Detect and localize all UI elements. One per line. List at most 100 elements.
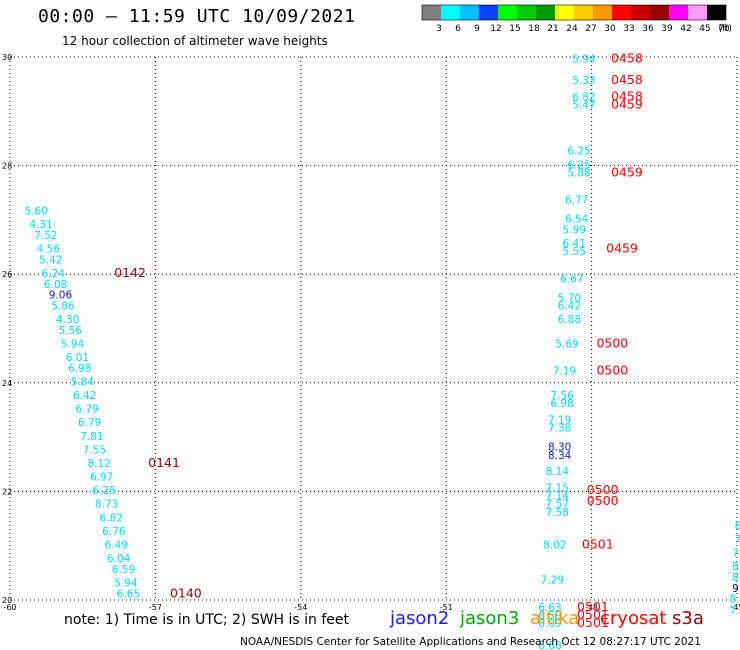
x-tick-label: -60 — [3, 603, 16, 612]
swh-value: 5.33 — [572, 75, 595, 87]
swh-value: 7.56 — [550, 390, 574, 402]
swh-value: 5.88 — [567, 167, 590, 179]
legend-tick-label: 39 — [661, 24, 673, 34]
legend-tick-label: 30 — [604, 24, 616, 34]
swh-value: 4.30 — [56, 314, 79, 326]
swh-value: 7.57 — [546, 499, 569, 511]
swh-value: 6 — [735, 520, 740, 532]
legend-swatch — [422, 5, 441, 20]
legend-altika: altika — [530, 608, 580, 629]
swh-value: 6.79 — [75, 404, 98, 416]
swh-value: 7.55 — [83, 444, 106, 456]
swh-value: 6.98 — [550, 398, 573, 410]
x-tick-label: -51 — [440, 603, 453, 612]
swh-value: 6.67 — [560, 273, 583, 285]
swh-value: 5.94 — [114, 577, 138, 589]
legend-tick-label: 15 — [509, 24, 520, 34]
swh-value: 7.81 — [80, 431, 103, 443]
swh-value: 6.97 — [90, 472, 113, 484]
legend-tick-label: 12 — [490, 24, 501, 34]
y-tick-label: 26 — [2, 270, 12, 279]
swh-value: 6.25 — [92, 485, 115, 497]
swh-value: 7 — [735, 534, 740, 546]
legend-swatch — [631, 5, 650, 20]
time-label: 0140 — [170, 585, 202, 600]
legend-swatch — [650, 5, 669, 20]
swh-value: 6.77 — [565, 195, 588, 207]
swh-value: 5.99 — [563, 224, 586, 236]
time-label: 0500 — [596, 336, 628, 351]
legend-swatch — [669, 5, 688, 20]
page-title: 00:00 — 11:59 UTC 10/09/2021 — [38, 6, 356, 27]
swh-value: 6.88 — [558, 314, 581, 326]
swh-value: 6.98 — [68, 363, 91, 375]
swh-value: 8.30 — [548, 442, 571, 454]
swh-value: 6.82 — [572, 91, 595, 103]
swh-value: 6.24 — [42, 268, 66, 280]
swh-value: 6.82 — [100, 512, 123, 524]
legend-tick-label: 42 — [680, 24, 691, 34]
swh-value: 6.54 — [565, 214, 589, 226]
swh-value: 8.73 — [95, 499, 118, 511]
chart-subtitle: 12 hour collection of altimeter wave hei… — [62, 34, 328, 48]
swh-value: 8.09 — [538, 618, 561, 630]
time-label: 0142 — [114, 265, 146, 280]
swh-value: 8.14 — [546, 466, 570, 478]
swh-value: 7.19 — [553, 366, 576, 378]
legend-unit: (ft) — [718, 24, 732, 34]
swh-value: 8.22 — [730, 594, 740, 606]
legend-jason3: jason3 — [460, 608, 520, 629]
time-label: 0458 — [611, 72, 643, 87]
swh-value: 7.15 — [546, 482, 569, 494]
swh-value: 6.42 — [73, 390, 96, 402]
legend-tick-label: 33 — [623, 24, 634, 34]
legend-s3a: s3a — [672, 608, 704, 629]
time-label: 0459 — [611, 164, 643, 179]
swh-value: 6.65 — [117, 588, 140, 600]
swh-value: 5.94 — [61, 339, 85, 351]
swh-value: 6.63 — [538, 602, 561, 614]
swh-value: 6.59 — [112, 564, 135, 576]
time-label: 0501 — [577, 599, 609, 614]
y-tick-label: 24 — [2, 379, 12, 388]
swh-value: 5.86 — [51, 300, 75, 312]
x-tick-label: -45 — [730, 603, 740, 612]
legend-swatch — [479, 5, 498, 20]
legend-tick-label: 70 — [718, 24, 730, 34]
swh-value: 5.84 — [71, 377, 95, 389]
swh-value: 6.79 — [78, 417, 101, 429]
time-label: 0459 — [611, 97, 643, 112]
swh-value: 7.14 — [546, 491, 570, 503]
swh-value: 7.19 — [548, 415, 571, 427]
footer-note: note: 1) Time is in UTC; 2) SWH is in fe… — [64, 612, 350, 628]
swh-value: 9.02 — [732, 583, 740, 595]
swh-value: 5.70 — [558, 292, 581, 304]
legend-tick-label: 24 — [566, 24, 578, 34]
legend-swatch — [517, 5, 536, 20]
legend-cryosat: cryosat — [600, 608, 667, 629]
time-label: 0501 — [577, 607, 609, 622]
x-tick-label: -57 — [149, 603, 162, 612]
legend-swatch — [707, 5, 726, 20]
time-label: 0458 — [611, 50, 643, 65]
legend-swatch — [536, 5, 555, 20]
swh-value: 7.52 — [34, 230, 57, 242]
legend-swatch — [460, 5, 479, 20]
swh-value: 6.68 — [538, 640, 561, 650]
y-tick-label: 20 — [2, 596, 12, 605]
swh-value: 4.31 — [29, 219, 52, 231]
time-label: 0459 — [606, 240, 638, 255]
legend-tick-label: 3 — [436, 24, 442, 34]
swh-value: 5.47 — [572, 100, 595, 112]
swh-value: 6.08 — [44, 279, 67, 291]
y-tick-label: 22 — [2, 487, 12, 496]
swh-value: 6.42 — [558, 300, 581, 312]
swh-value: 5.69 — [555, 339, 578, 351]
legend-tick-label: 6 — [455, 24, 461, 34]
y-tick-label: 30 — [2, 53, 12, 62]
swh-value: 9.06 — [49, 290, 73, 302]
legend-swatch — [574, 5, 593, 20]
legend-tick-label: 27 — [585, 24, 596, 34]
swh-value: 7.58 — [546, 507, 569, 519]
y-tick-label: 28 — [2, 162, 12, 171]
